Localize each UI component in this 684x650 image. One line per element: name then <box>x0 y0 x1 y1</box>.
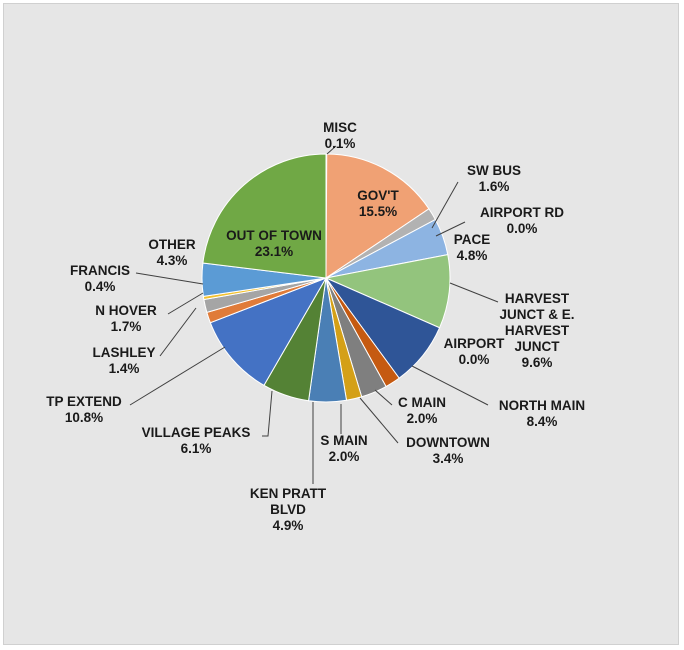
data-label-line: 9.6% <box>522 355 553 370</box>
pie-slice-tp-extend <box>209 277 328 387</box>
leader-line-north-main <box>411 365 489 406</box>
data-label-line: PACE <box>454 232 491 247</box>
data-label-line: NORTH MAIN <box>499 398 585 413</box>
leader-lines <box>129 145 499 484</box>
data-label-line: 0.0% <box>459 352 490 367</box>
data-label-line: LASHLEY <box>92 345 155 360</box>
data-label-airport-rd: AIRPORT RD 0.0% <box>480 205 564 236</box>
leader-line-c-main <box>374 389 393 406</box>
leader-line-downtown <box>359 397 399 444</box>
data-label-line: HARVEST <box>505 323 570 338</box>
leader-line-village-peaks <box>262 390 273 437</box>
leader-line-lashley <box>159 307 197 357</box>
data-label-ken-pratt-blvd: KEN PRATT BLVD 4.9% <box>250 486 327 533</box>
data-label-line: JUNCT & E. <box>499 307 574 322</box>
leader-line-airport-rd <box>435 221 466 237</box>
data-labels: MISC 0.1%GOV'T 15.5%SW BUS 1.6%AIRPORT RD 0.… <box>46 120 585 533</box>
data-label-lashley: LASHLEY 1.4% <box>92 345 155 376</box>
data-label-tp-extend: TP EXTEND 10.8% <box>46 394 122 425</box>
pie-slice-harvest-junct-e-harvest-junct <box>324 254 451 329</box>
data-label-line: KEN PRATT <box>250 486 327 501</box>
data-label-gov-t: GOV'T 15.5% <box>357 188 399 219</box>
pie-slices <box>201 153 451 403</box>
data-label-line: 2.0% <box>407 411 438 426</box>
pie-slice-gov-t <box>325 153 430 279</box>
data-label-line: 2.0% <box>329 449 360 464</box>
data-label-line: 4.9% <box>273 518 304 533</box>
data-label-line: VILLAGE PEAKS <box>142 425 251 440</box>
data-label-line: AIRPORT <box>444 336 506 351</box>
data-label-line: N HOVER <box>95 303 157 318</box>
data-label-line: DOWNTOWN <box>406 435 490 450</box>
data-label-line: OUT OF TOWN <box>226 228 322 243</box>
data-label-pace: PACE 4.8% <box>454 232 491 263</box>
data-label-line: HARVEST <box>505 291 570 306</box>
data-label-line: FRANCIS <box>70 263 130 278</box>
data-label-line: AIRPORT RD <box>480 205 564 220</box>
data-label-line: SW BUS <box>467 163 521 178</box>
data-label-line: TP EXTEND <box>46 394 122 409</box>
leader-line-tp-extend <box>129 346 226 406</box>
data-label-other: OTHER 4.3% <box>148 237 196 268</box>
data-label-line: 10.8% <box>65 410 103 425</box>
data-label-line: 0.0% <box>507 221 538 236</box>
leader-line-sw-bus <box>431 181 459 229</box>
data-label-line: C MAIN <box>398 395 446 410</box>
data-label-c-main: C MAIN 2.0% <box>398 395 446 426</box>
data-label-harvest-junct-e-harvest-junct: HARVEST JUNCT & E. HARVEST JUNCT 9.6% <box>499 291 574 370</box>
data-label-line: 15.5% <box>359 204 397 219</box>
data-label-line: 1.7% <box>111 319 142 334</box>
data-label-line: GOV'T <box>357 188 399 203</box>
data-label-downtown: DOWNTOWN 3.4% <box>406 435 490 466</box>
data-label-line: 3.4% <box>433 451 464 466</box>
data-label-line: BLVD <box>270 502 306 517</box>
data-label-airport: AIRPORT 0.0% <box>444 336 506 367</box>
data-label-line: 4.3% <box>157 253 188 268</box>
data-label-n-hover: N HOVER 1.7% <box>95 303 157 334</box>
data-label-out-of-town: OUT OF TOWN 23.1% <box>226 228 322 259</box>
data-label-line: 8.4% <box>527 414 558 429</box>
data-label-line: 4.8% <box>457 248 488 263</box>
pie-slice-out-of-town <box>202 153 327 279</box>
leader-line-harvest-junct-e-harvest-junct <box>449 282 499 303</box>
data-label-sw-bus: SW BUS 1.6% <box>467 163 521 194</box>
data-label-line: 0.1% <box>325 136 356 151</box>
data-label-francis: FRANCIS 0.4% <box>70 263 130 294</box>
data-label-line: 1.4% <box>109 361 140 376</box>
data-label-village-peaks: VILLAGE PEAKS 6.1% <box>142 425 251 456</box>
data-label-line: OTHER <box>148 237 196 252</box>
data-label-misc: MISC 0.1% <box>323 120 357 151</box>
data-label-line: S MAIN <box>320 433 367 448</box>
data-label-line: 6.1% <box>181 441 212 456</box>
leader-line-n-hover <box>167 292 204 315</box>
data-label-line: 1.6% <box>479 179 510 194</box>
data-label-line: JUNCT <box>514 339 560 354</box>
leader-line-francis <box>135 272 204 285</box>
data-label-line: 0.4% <box>85 279 116 294</box>
data-label-line: MISC <box>323 120 357 135</box>
data-label-s-main: S MAIN 2.0% <box>320 433 367 464</box>
leader-line-misc <box>326 145 337 155</box>
data-label-north-main: NORTH MAIN 8.4% <box>499 398 585 429</box>
data-label-line: 23.1% <box>255 244 293 259</box>
